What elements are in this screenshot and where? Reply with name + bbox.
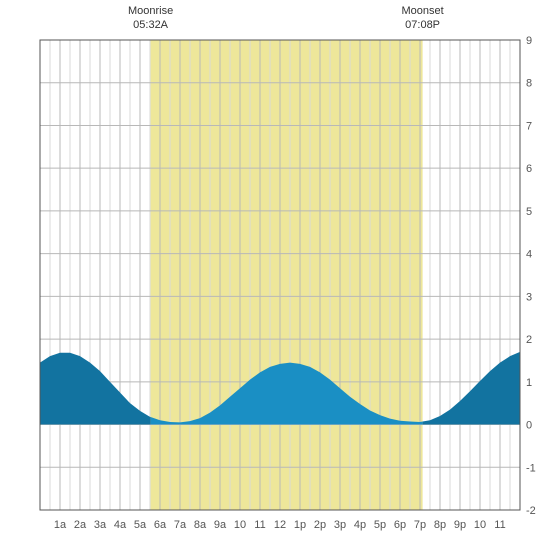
y-tick-label: 3 <box>526 291 532 303</box>
x-tick-label: 1a <box>54 519 67 531</box>
x-tick-label: 7p <box>414 519 426 531</box>
y-tick-label: 5 <box>526 206 532 218</box>
y-tick-label: 8 <box>526 78 532 90</box>
moonset-title: Moonset <box>401 5 443 17</box>
x-tick-label: 5a <box>134 519 147 531</box>
y-tick-label: -2 <box>526 505 536 517</box>
y-tick-label: 4 <box>526 249 532 261</box>
moonset-time: 07:08P <box>405 19 440 31</box>
y-tick-label: -1 <box>526 462 536 474</box>
y-tick-label: 1 <box>526 377 532 389</box>
tide-chart: -2-101234567891a2a3a4a5a6a7a8a9a1011121p… <box>0 0 550 550</box>
x-tick-label: 6p <box>394 519 406 531</box>
chart-svg: -2-101234567891a2a3a4a5a6a7a8a9a1011121p… <box>0 0 550 550</box>
y-tick-label: 9 <box>526 35 532 47</box>
x-tick-label: 9a <box>214 519 227 531</box>
x-tick-label: 11 <box>494 519 505 531</box>
y-tick-label: 7 <box>526 120 532 132</box>
y-tick-label: 0 <box>526 420 532 432</box>
x-tick-label: 2p <box>314 519 326 531</box>
y-tick-label: 2 <box>526 334 532 346</box>
moon-band <box>151 40 423 510</box>
x-tick-label: 4a <box>114 519 127 531</box>
x-tick-label: 2a <box>74 519 87 531</box>
x-tick-label: 8p <box>434 519 446 531</box>
x-tick-label: 12 <box>274 519 286 531</box>
x-tick-label: 11 <box>254 519 265 531</box>
x-tick-label: 3p <box>334 519 346 531</box>
x-tick-label: 5p <box>374 519 386 531</box>
x-tick-label: 8a <box>194 519 207 531</box>
x-tick-label: 10 <box>234 519 246 531</box>
x-tick-label: 7a <box>174 519 187 531</box>
moonrise-title: Moonrise <box>128 5 173 17</box>
x-tick-label: 1p <box>294 519 306 531</box>
x-tick-label: 6a <box>154 519 167 531</box>
x-tick-label: 3a <box>94 519 107 531</box>
x-tick-label: 9p <box>454 519 466 531</box>
y-tick-label: 6 <box>526 163 532 175</box>
moonrise-time: 05:32A <box>133 19 169 31</box>
x-tick-label: 10 <box>474 519 486 531</box>
x-tick-label: 4p <box>354 519 366 531</box>
